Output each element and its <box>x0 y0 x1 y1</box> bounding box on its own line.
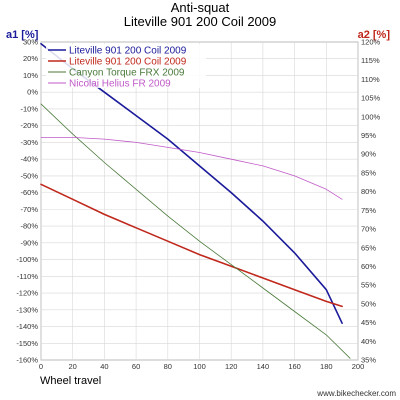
y-left-tick-labels: 30% 20% 10% 0% -10% -20% -30% -40% -50% -60% -70% -… <box>16 38 38 365</box>
y-right-tick-label: 75% <box>361 206 376 215</box>
y-left-tick-label: 10% <box>23 71 38 80</box>
y-right-tick-label: 45% <box>361 318 376 327</box>
x-tick-labels: 0 20 40 60 80 100 120 140 160 180 200 <box>39 362 364 371</box>
y-left-tick-label: -140% <box>16 322 38 331</box>
chart-subtitle: Liteville 901 200 Coil 2009 <box>124 14 277 29</box>
y-right-tick-label: 35% <box>361 356 376 365</box>
y-left-tick-label: -80% <box>20 222 38 231</box>
y-right-tick-label: 115% <box>361 56 380 65</box>
y-right-tick-label: 100% <box>361 112 381 121</box>
x-tick-label: 200 <box>352 362 365 371</box>
y-left-tick-label: 0% <box>27 88 38 97</box>
x-tick-label: 100 <box>193 362 206 371</box>
y-left-axis-title: a1 [%] <box>6 29 39 41</box>
legend-background <box>46 44 206 88</box>
y-right-tick-label: 60% <box>361 262 376 271</box>
series-line-1 <box>40 183 343 308</box>
y-left-tick-label: 20% <box>23 54 38 63</box>
y-left-tick-label: -120% <box>16 289 38 298</box>
y-right-tick-label: 110% <box>361 75 380 84</box>
legend-entry-1: Liteville 901 200 Coil 2009 <box>69 57 187 68</box>
y-right-tick-label: 70% <box>361 225 376 234</box>
x-tick-label: 40 <box>100 362 108 371</box>
legend-entry-2: Canyon Torque FRX 2009 <box>69 68 185 79</box>
x-tick-label: 60 <box>132 362 140 371</box>
y-right-tick-labels: 120% 115% 110% 105% 100% 95% 90% 85% 80% 75% 70% 65… <box>361 38 381 365</box>
y-left-tick-label: -100% <box>16 255 38 264</box>
y-left-tick-label: -110% <box>17 272 38 281</box>
y-right-tick-label: 85% <box>361 168 376 177</box>
y-left-tick-label: 30% <box>23 38 38 47</box>
y-left-tick-label: -130% <box>16 305 38 314</box>
y-left-tick-label: -10% <box>20 104 38 113</box>
y-left-tick-label: -50% <box>20 171 38 180</box>
y-left-tick-label: -40% <box>20 155 38 164</box>
y-right-tick-label: 40% <box>361 337 376 346</box>
x-tick-label: 180 <box>320 362 333 371</box>
x-tick-label: 20 <box>69 362 77 371</box>
y-left-tick-label: -90% <box>20 238 38 247</box>
y-right-tick-label: 50% <box>361 299 376 308</box>
x-tick-label: 160 <box>288 362 301 371</box>
legend-entry-0: Liteville 901 200 Coil 2009 <box>69 46 187 57</box>
y-right-tick-label: 65% <box>361 243 376 252</box>
y-left-tick-label: -160% <box>16 356 38 365</box>
footer-site: www.bikechecker.com <box>316 389 396 398</box>
y-right-tick-label: 55% <box>361 281 376 290</box>
y-right-tick-label: 90% <box>361 150 376 159</box>
x-tick-label: 0 <box>39 362 43 371</box>
x-tick-label: 140 <box>257 362 270 371</box>
x-tick-label: 120 <box>225 362 238 371</box>
x-axis-title: Wheel travel <box>40 375 101 387</box>
y-right-axis-title: a2 [%] <box>358 29 391 41</box>
y-right-tick-label: 95% <box>361 131 376 140</box>
y-left-tick-label: -70% <box>20 205 38 214</box>
y-left-tick-label: -60% <box>20 188 38 197</box>
y-left-tick-label: -150% <box>16 339 38 348</box>
chart-title: Anti-squat <box>171 0 230 15</box>
y-right-tick-label: 80% <box>361 187 376 196</box>
y-right-tick-label: 120% <box>361 38 381 47</box>
legend-entry-3: Nicolai Helius FR 2009 <box>69 79 171 90</box>
series-line-2 <box>40 103 351 359</box>
x-tick-label: 80 <box>164 362 172 371</box>
y-left-tick-label: -30% <box>20 138 38 147</box>
y-right-tick-label: 105% <box>361 94 381 103</box>
series-line-3 <box>40 136 343 200</box>
y-left-tick-label: -20% <box>20 121 38 130</box>
